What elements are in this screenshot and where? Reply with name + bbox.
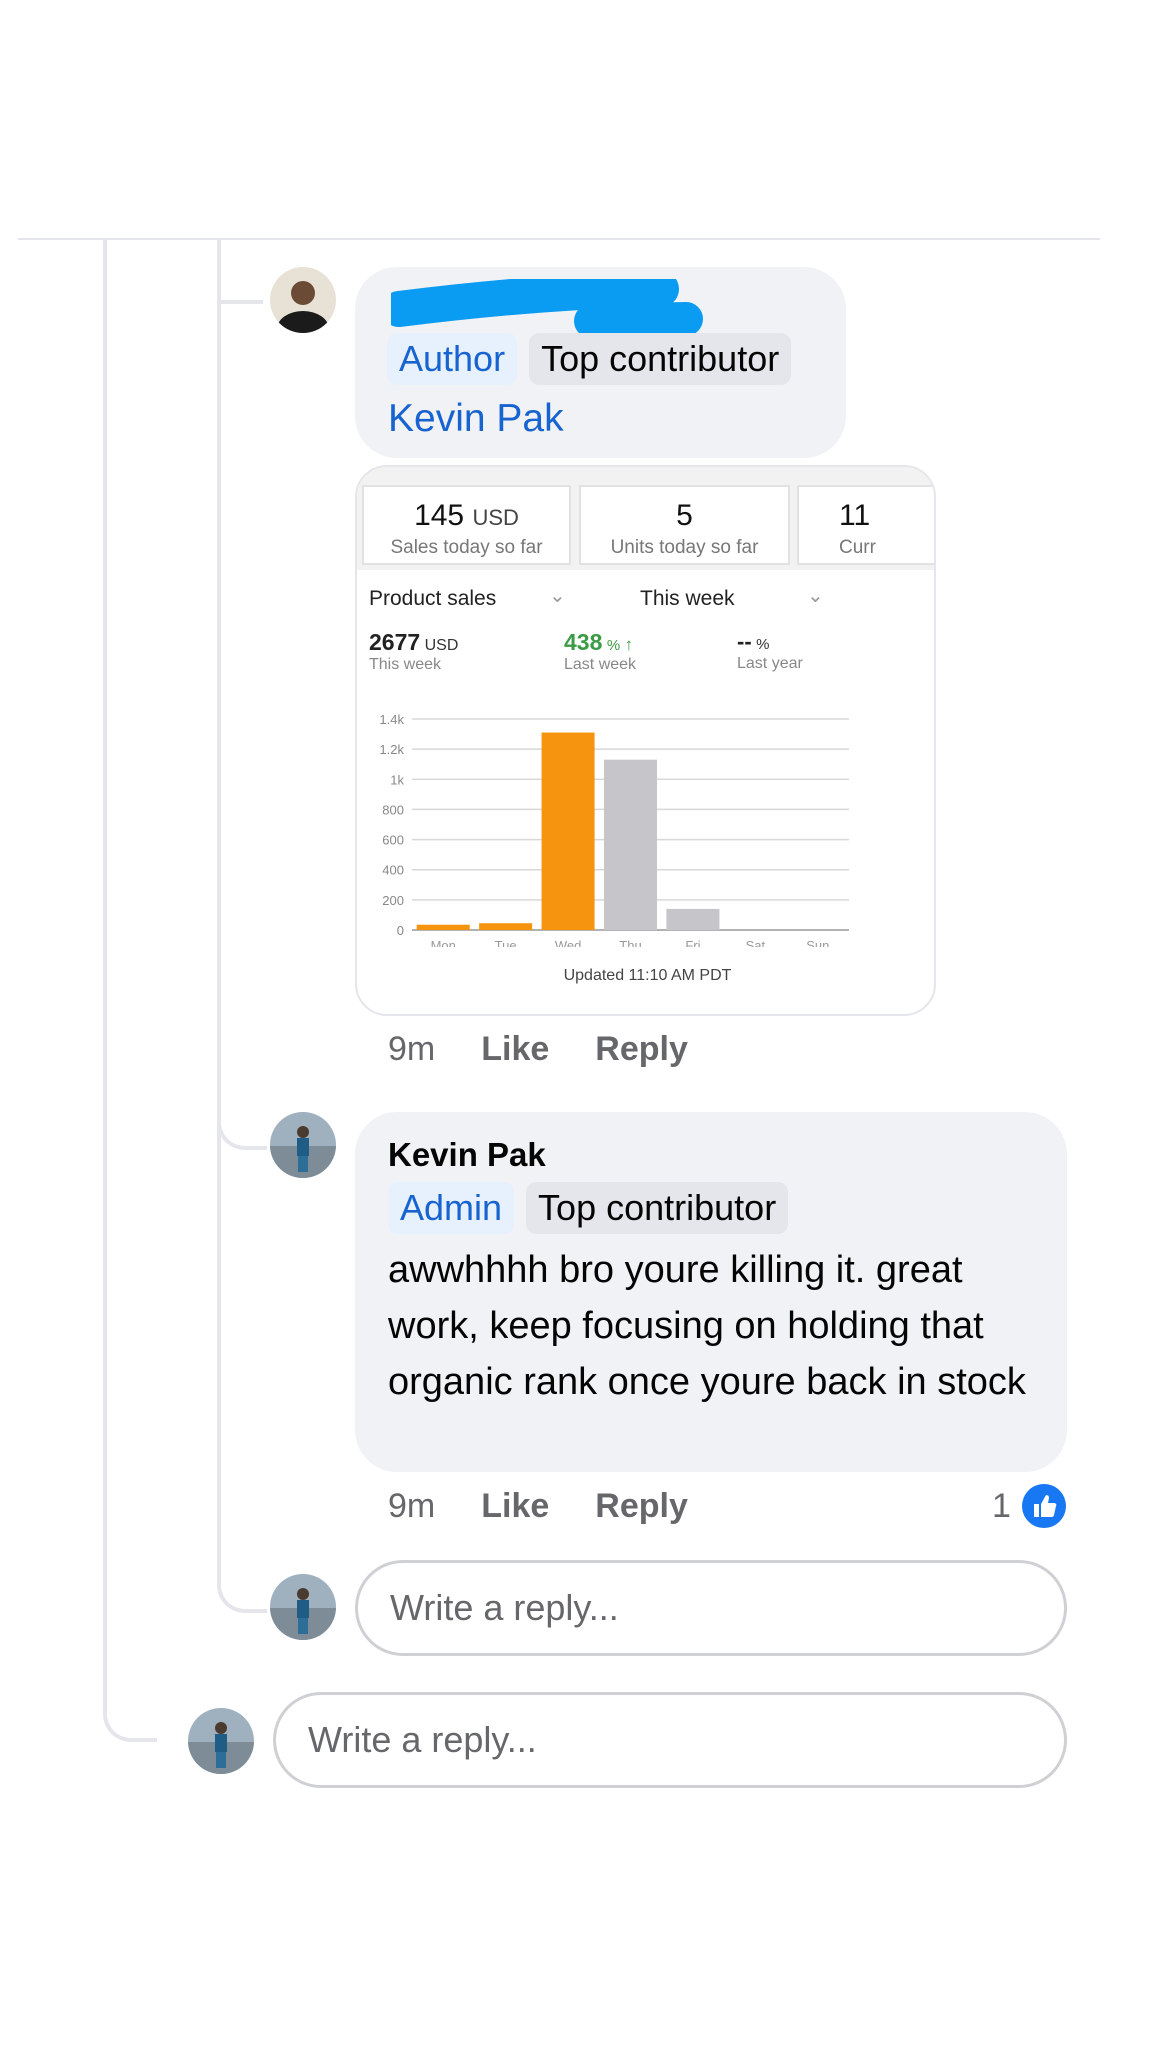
summary-value: -- [737, 629, 752, 654]
bar-mon [416, 924, 470, 930]
stat-value: 11 [839, 499, 871, 532]
y-tick-label: 1k [390, 772, 404, 787]
summary-unit: % [606, 637, 621, 654]
summary-label: Last week [564, 656, 637, 673]
period-select[interactable]: This week [640, 587, 735, 610]
x-tick-label: Sat [746, 938, 766, 947]
stat-card: 5 Units today so far [579, 485, 790, 565]
x-tick-label: Sun [806, 938, 829, 947]
metric-select[interactable]: Product sales [369, 587, 497, 610]
stat-label: Curr [839, 537, 876, 558]
timestamp[interactable]: 9m [388, 1030, 436, 1068]
bar-thu [604, 759, 657, 930]
summary-label: Last year [737, 655, 803, 672]
bar-wed [541, 732, 595, 930]
x-tick-label: Thu [619, 938, 641, 947]
like-button[interactable]: Like [481, 1030, 550, 1068]
like-button[interactable]: Like [481, 1487, 550, 1525]
bar-fri [666, 908, 720, 930]
y-tick-label: 1.4k [379, 712, 404, 727]
stat-value: 145 [414, 499, 465, 532]
y-tick-label: 800 [382, 802, 404, 817]
chevron-down-icon: ⌄ [549, 585, 566, 607]
avatar[interactable] [270, 1112, 336, 1178]
stat-card: 11 Curr [797, 485, 934, 565]
chevron-down-icon: ⌄ [807, 585, 824, 607]
comment-author[interactable]: Kevin Pak [388, 1136, 546, 1173]
bar-tue [479, 923, 533, 930]
summary-last-week: 438 % ↑ Last week [564, 629, 636, 674]
sales-bar-chart: 0 200 400 600 800 1k 1.2k 1.4k Mon Tue Wed Thu Fri Sa… [379, 712, 849, 947]
summary-last-year: -- % Last year [737, 629, 803, 673]
author-badge: Author [387, 333, 518, 385]
divider [18, 238, 1100, 240]
y-tick-label: 200 [382, 893, 404, 908]
summary-value: 438 [564, 629, 603, 655]
timestamp[interactable]: 9m [388, 1487, 436, 1525]
redacted-author-name [381, 271, 711, 338]
avatar [270, 1574, 336, 1640]
stat-card: 145 USD Sales today so far [362, 485, 571, 565]
person-photo-icon [188, 1722, 254, 1774]
updated-timestamp: Updated 11:10 AM PDT [563, 967, 732, 984]
stat-value: 5 [676, 499, 693, 532]
y-tick-label: 0 [397, 923, 404, 938]
top-contributor-badge: Top contributor [526, 1182, 789, 1234]
summary-unit: USD [424, 637, 459, 654]
x-tick-label: Mon [431, 938, 456, 947]
admin-badge: Admin [388, 1182, 515, 1234]
reply-input[interactable]: Write a reply... [273, 1692, 1067, 1788]
avatar[interactable] [270, 267, 336, 333]
reply-button[interactable]: Reply [595, 1030, 688, 1068]
y-tick-label: 1.2k [379, 742, 404, 757]
person-photo-icon [270, 1126, 336, 1178]
stat-label: Sales today so far [390, 537, 543, 558]
x-tick-label: Tue [495, 938, 517, 947]
thread-line-inner [217, 240, 267, 1613]
arrow-up-icon: ↑ [624, 635, 634, 654]
summary-value: 2677 [369, 629, 421, 655]
y-tick-label: 600 [382, 833, 404, 848]
person-photo-icon [270, 1588, 336, 1640]
thread-line-outer [103, 240, 157, 1742]
x-tick-label: Wed [555, 938, 582, 947]
x-tick-label: Fri [685, 938, 700, 947]
summary-unit: % [756, 636, 770, 653]
avatar [188, 1708, 254, 1774]
comment-bubble: Kevin Pak Admin Top contributor awwhhhh … [355, 1112, 1067, 1472]
thread-connector [217, 1080, 267, 1150]
person-photo-icon [277, 281, 329, 333]
comment-text: awwhhhh bro youre killing it. great work… [388, 1249, 1026, 1403]
y-tick-label: 400 [382, 863, 404, 878]
reply-input[interactable]: Write a reply... [355, 1560, 1067, 1656]
reaction-count[interactable]: 1 [992, 1487, 1011, 1525]
sales-screenshot-attachment[interactable]: 145 USD Sales today so far 5 Units today… [355, 465, 936, 1016]
comment-bubble: Author Top contributor Kevin Pak [355, 267, 846, 458]
top-contributor-badge: Top contributor [529, 333, 792, 385]
summary-label: This week [369, 656, 442, 673]
summary-this-week: 2677 USD This week [369, 629, 458, 674]
reply-button[interactable]: Reply [595, 1487, 688, 1525]
like-reaction-icon[interactable] [1022, 1484, 1066, 1528]
mention-link[interactable]: Kevin Pak [388, 397, 564, 440]
thread-connector [217, 240, 263, 304]
stat-label: Units today so far [610, 537, 759, 558]
stat-unit: USD [472, 505, 519, 530]
